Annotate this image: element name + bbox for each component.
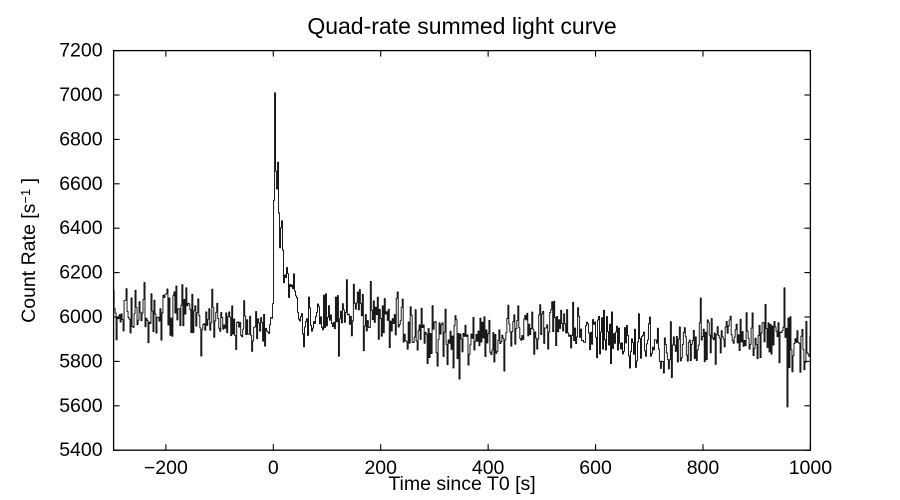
- svg-text:Time since T0 [s]: Time since T0 [s]: [388, 473, 535, 495]
- svg-text:600: 600: [579, 457, 612, 479]
- svg-text:6600: 6600: [59, 173, 103, 195]
- svg-text:6400: 6400: [59, 217, 103, 239]
- svg-text:−200: −200: [144, 457, 188, 479]
- svg-text:5600: 5600: [59, 395, 103, 417]
- svg-text:1000: 1000: [789, 457, 833, 479]
- svg-text:5800: 5800: [59, 350, 103, 372]
- svg-text:7000: 7000: [59, 84, 103, 106]
- svg-text:800: 800: [687, 457, 720, 479]
- svg-text:6000: 6000: [59, 306, 103, 328]
- svg-text:7200: 7200: [59, 40, 103, 62]
- svg-text:6200: 6200: [59, 262, 103, 284]
- svg-text:0: 0: [268, 457, 279, 479]
- svg-text:6800: 6800: [59, 128, 103, 150]
- svg-text:5400: 5400: [59, 439, 103, 461]
- svg-text:Quad-rate summed light curve: Quad-rate summed light curve: [307, 13, 616, 39]
